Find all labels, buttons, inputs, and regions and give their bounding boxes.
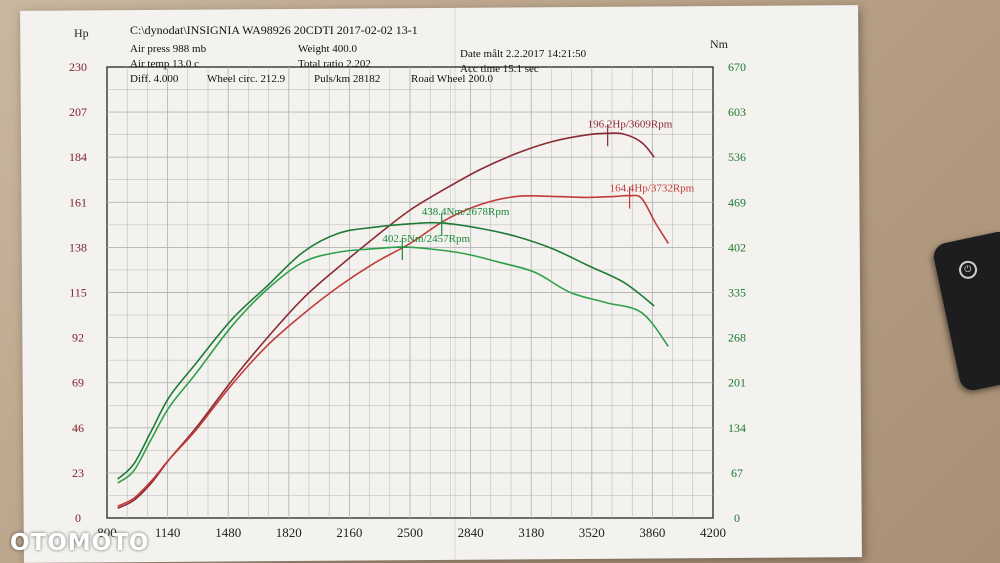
y-left-tick-label: 115 (69, 286, 87, 300)
power-curve-0 (117, 132, 655, 509)
peak-annotation: 196.2Hp/3609Rpm (588, 118, 673, 130)
y-right-tick-label: 670 (728, 60, 746, 74)
peak-annotation: 164.4Hp/3732Rpm (610, 183, 695, 195)
header-acc-time: Acc time 15.1 sec (460, 63, 539, 75)
x-tick-label: 1140 (155, 525, 181, 540)
header-title: C:\dynodat\INSIGNIA WA98926 20CDTI 2017-… (130, 23, 418, 37)
left-axis-label: Hp (74, 26, 89, 40)
y-left-tick-label: 69 (72, 376, 84, 390)
y-left-tick-label: 161 (69, 195, 87, 209)
header-total-ratio: Total ratio 2.202 (298, 58, 371, 70)
x-tick-label: 3180 (518, 525, 544, 540)
x-tick-label: 3520 (579, 525, 605, 540)
peak-annotation: 402.5Nm/2457Rpm (382, 233, 470, 245)
watermark-logo: OTOMOTO (10, 530, 150, 556)
chart-ticks: 0 23 46 69 92 115 138 161 184 207 230 0 67 134 201 268 3… (69, 60, 746, 540)
header-road-wheel: Road Wheel 200.0 (411, 73, 493, 85)
x-tick-label: 1480 (215, 525, 241, 540)
y-right-tick-label: 335 (728, 286, 746, 300)
x-tick-label: 2840 (458, 525, 484, 540)
y-left-tick-label: 184 (69, 150, 87, 164)
chart-annotations: 196.2Hp/3609Rpm 164.4Hp/3732Rpm 438.4Nm/26… (382, 118, 695, 261)
y-left-tick-label: 92 (72, 331, 84, 345)
header-puls: Puls/km 28182 (314, 73, 380, 85)
y-right-tick-label: 134 (728, 421, 746, 435)
header-diff: Diff. 4.000 (130, 73, 179, 85)
x-tick-label: 800 (97, 525, 117, 540)
header-air-press: Air press 988 mb (130, 43, 207, 55)
y-left-tick-label: 46 (72, 421, 84, 435)
header-wheel-circ: Wheel circ. 212.9 (207, 73, 286, 85)
y-right-tick-label: 402 (728, 240, 746, 254)
y-left-tick-label: 23 (72, 466, 84, 480)
y-right-tick-label: 0 (734, 511, 740, 525)
power-icon: ⏻ (957, 259, 979, 281)
x-tick-label: 3860 (639, 525, 665, 540)
peak-annotation: 438.4Nm/2678Rpm (422, 206, 510, 218)
chart-series (117, 132, 670, 509)
header-date: Date målt 2.2.2017 14:21:50 (460, 48, 587, 60)
y-left-tick-label: 207 (69, 105, 87, 119)
y-right-tick-label: 201 (728, 376, 746, 390)
y-right-tick-label: 469 (728, 195, 746, 209)
torque-curve-2 (117, 221, 655, 480)
y-left-tick-label: 0 (75, 511, 81, 525)
chart-grid (106, 66, 714, 519)
y-left-tick-label: 230 (69, 60, 87, 74)
y-right-tick-label: 536 (728, 150, 746, 164)
y-right-tick-label: 603 (728, 105, 746, 119)
header-weight: Weight 400.0 (298, 43, 357, 55)
header-air-temp: Air temp 13.0 c (130, 58, 199, 70)
x-tick-label: 1820 (276, 525, 302, 540)
torque-curve-3 (117, 246, 670, 484)
paper-fold (454, 8, 456, 560)
right-axis-label: Nm (710, 37, 729, 51)
y-right-tick-label: 67 (731, 466, 743, 480)
y-right-tick-label: 268 (728, 331, 746, 345)
x-tick-label: 2500 (397, 525, 423, 540)
y-left-tick-label: 138 (69, 240, 87, 254)
x-tick-label: 4200 (700, 525, 726, 540)
x-tick-label: 2160 (336, 525, 362, 540)
